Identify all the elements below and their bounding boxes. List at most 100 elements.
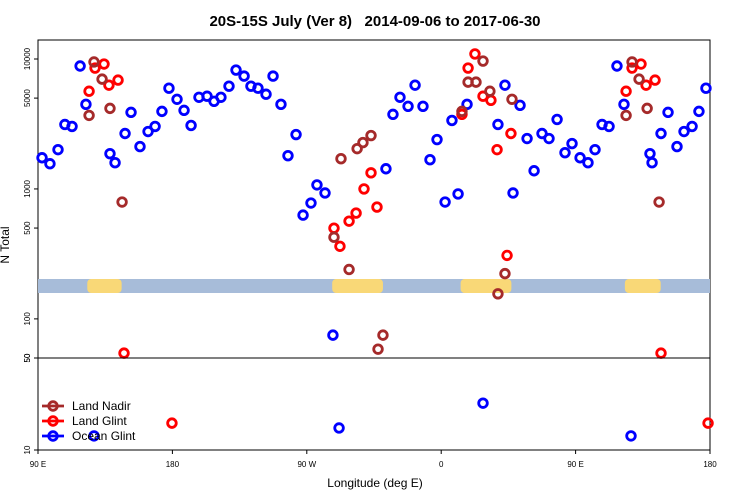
data-point: [109, 156, 121, 169]
data-point: [305, 197, 317, 209]
y-axis-label: N Total: [0, 226, 12, 263]
data-point: [350, 207, 362, 219]
data-point: [543, 132, 555, 145]
data-point: [74, 60, 86, 72]
data-point: [641, 102, 653, 115]
data-point: [357, 136, 369, 149]
data-point: [328, 231, 340, 243]
data-point: [439, 196, 451, 208]
data-point: [343, 263, 355, 276]
x-tick-label: 90 E: [30, 460, 46, 469]
data-point: [470, 76, 482, 88]
data-point: [104, 102, 116, 115]
data-point: [163, 82, 175, 94]
data-point: [36, 152, 48, 164]
data-point: [66, 120, 78, 133]
data-point: [461, 98, 473, 111]
data-point: [282, 149, 294, 162]
data-point: [620, 109, 632, 122]
data-point: [507, 187, 519, 199]
data-point: [603, 120, 615, 133]
data-point: [402, 100, 414, 113]
data-point: [238, 70, 250, 82]
data-point: [149, 120, 161, 133]
data-point: [686, 120, 698, 133]
x-tick-label: 180: [703, 460, 717, 469]
y-tick-label: 50: [23, 353, 32, 362]
data-point: [566, 137, 578, 150]
data-point: [626, 56, 638, 68]
y-tick-label: 100: [23, 312, 32, 326]
data-point: [611, 60, 623, 72]
data-point: [424, 153, 436, 166]
data-point: [351, 142, 363, 155]
land-band: [87, 279, 122, 293]
data-point: [501, 249, 513, 262]
y-tick-label: 5000: [23, 89, 32, 107]
data-point: [485, 94, 497, 106]
data-point: [185, 119, 197, 132]
data-point: [80, 98, 92, 111]
data-point: [456, 105, 468, 118]
data-point: [116, 196, 128, 208]
data-point: [333, 422, 345, 434]
x-axis-label: Longitude (deg E): [327, 476, 422, 490]
data-point: [311, 179, 323, 191]
data-point: [506, 93, 518, 105]
data-point: [536, 127, 548, 140]
data-point: [171, 93, 183, 105]
legend-label: Ocean Glint: [72, 429, 136, 443]
data-point: [653, 196, 665, 208]
data-point: [83, 109, 95, 122]
data-point: [640, 79, 652, 91]
data-point: [551, 113, 563, 126]
data-point: [334, 240, 346, 252]
data-point: [178, 104, 190, 117]
data-point: [671, 140, 683, 153]
data-point: [477, 397, 489, 409]
data-point: [335, 152, 347, 165]
data-point: [693, 105, 705, 118]
data-point: [655, 127, 667, 140]
data-point: [142, 125, 154, 138]
data-point: [655, 347, 667, 359]
data-point: [201, 90, 213, 102]
data-point: [380, 163, 392, 175]
data-point: [635, 58, 647, 70]
y-tick-label: 10: [23, 445, 32, 454]
data-point: [328, 222, 340, 234]
data-point: [365, 129, 377, 142]
data-point: [484, 85, 496, 97]
data-point: [521, 132, 533, 145]
axis-frame: [37, 357, 711, 451]
data-point: [89, 62, 101, 74]
data-point: [409, 79, 421, 91]
data-point: [215, 91, 227, 103]
land-band: [624, 279, 661, 293]
data-point: [477, 55, 489, 67]
data-point: [134, 140, 146, 153]
data-point: [618, 98, 630, 111]
data-point: [88, 430, 100, 442]
data-point: [156, 105, 168, 118]
y-tick-label: 1000: [23, 179, 32, 197]
data-point: [417, 100, 429, 113]
data-point: [103, 79, 115, 91]
data-point: [462, 62, 474, 74]
data-point: [387, 108, 399, 121]
data-point: [499, 267, 511, 280]
data-point: [452, 188, 464, 200]
chart-title: 20S-15S July (Ver 8) 2014-09-06 to 2017-…: [209, 13, 540, 30]
data-point: [290, 128, 302, 141]
data-point: [319, 187, 331, 199]
data-point: [394, 91, 406, 103]
y-tick-label: 50: [23, 353, 32, 362]
data-point: [119, 127, 131, 140]
legend-label: Land Glint: [72, 414, 127, 428]
data-point: [96, 73, 108, 85]
data-point: [492, 288, 504, 300]
data-point: [559, 146, 571, 159]
data-point: [431, 133, 443, 146]
data-point: [662, 106, 674, 119]
data-point: [700, 82, 712, 94]
